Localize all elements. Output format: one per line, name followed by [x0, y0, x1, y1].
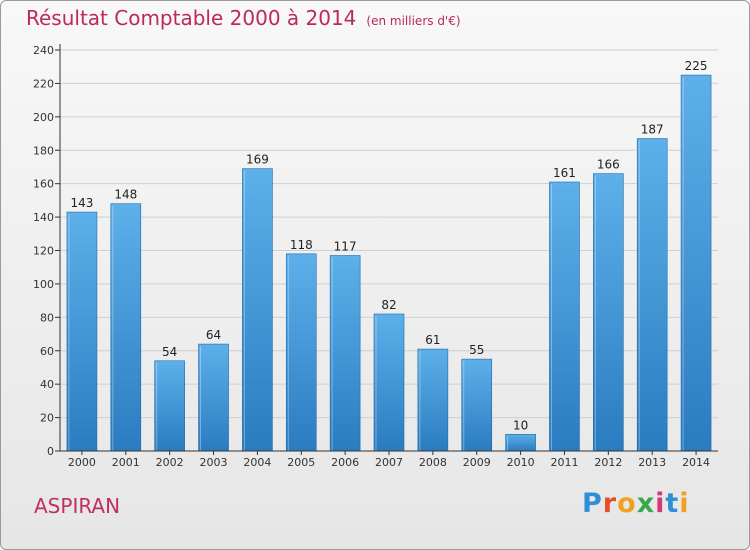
y-tick-label: 40: [40, 378, 54, 391]
x-tick-label-2010: 2010: [507, 456, 535, 469]
x-tick-label-2008: 2008: [419, 456, 447, 469]
proxiti-logo[interactable]: Proxiti: [582, 488, 690, 519]
logo-letter: r: [602, 488, 618, 519]
data-label-2002: 54: [162, 345, 177, 359]
y-tick-label: 20: [40, 412, 54, 425]
chart-title: Résultat Comptable 2000 à 2014 (en millie…: [26, 6, 461, 30]
x-tick-label-2001: 2001: [112, 456, 140, 469]
chart-title-text: Résultat Comptable 2000 à 2014: [26, 6, 357, 30]
chart-unit: (en milliers d'€): [366, 14, 461, 28]
y-tick-label: 200: [33, 111, 54, 124]
x-tick-label-2000: 2000: [68, 456, 96, 469]
bar-2014: [680, 74, 712, 452]
y-tick-label: 240: [33, 44, 54, 57]
logo-letter: x: [636, 488, 656, 519]
logo-letter: i: [679, 488, 690, 519]
y-tick-label: 160: [33, 178, 54, 191]
x-tick-label-2014: 2014: [682, 456, 710, 469]
bar-2009: [461, 358, 493, 452]
x-tick-label-2007: 2007: [375, 456, 403, 469]
bar-2011: [549, 181, 580, 452]
logo-letter: i: [655, 488, 666, 519]
bar-2002: [154, 360, 185, 452]
axes: 0 20 40 60 80 100 120 140 160 180 200 220 240 2000 200…: [33, 44, 718, 469]
bar-2007: [373, 313, 405, 452]
bars: [66, 74, 712, 452]
data-label-2012: 166: [597, 158, 620, 172]
x-tick-label-2011: 2011: [550, 456, 578, 469]
data-label-2013: 187: [641, 123, 664, 137]
data-labels: 143 148 54 64 169 118 117 82 61 55 10 161 166 187 225: [70, 59, 707, 432]
x-tick-label-2009: 2009: [463, 456, 491, 469]
data-label-2006: 117: [334, 240, 357, 254]
x-tick-label-2013: 2013: [638, 456, 666, 469]
x-tick-label-2003: 2003: [200, 456, 228, 469]
data-label-2011: 161: [553, 166, 576, 180]
data-label-2007: 82: [381, 298, 396, 312]
data-label-2014: 225: [685, 59, 708, 73]
data-label-2001: 148: [114, 188, 137, 202]
bar-2010: [505, 433, 536, 452]
bar-2000: [66, 211, 98, 452]
data-label-2004: 169: [246, 153, 269, 167]
y-tick-label: 220: [33, 77, 54, 90]
bar-2012: [593, 173, 624, 452]
y-tick-label: 60: [40, 345, 54, 358]
y-tick-label: 120: [33, 245, 54, 258]
bar-2008: [417, 348, 449, 452]
data-label-2010: 10: [513, 418, 528, 432]
y-tick-label: 80: [40, 311, 54, 324]
y-tick-label: 100: [33, 278, 54, 291]
x-tick-label-2012: 2012: [594, 456, 622, 469]
bar-2004: [242, 168, 273, 452]
bar-2006: [329, 255, 361, 452]
y-tick-label: 140: [33, 211, 54, 224]
x-tick-label-2006: 2006: [331, 456, 359, 469]
logo-letter: P: [582, 488, 603, 519]
logo-letter: t: [665, 488, 680, 519]
y-tick-label: 180: [33, 144, 54, 157]
commune-name: ASPIRAN: [34, 494, 121, 518]
bar-2001: [110, 203, 142, 452]
data-label-2003: 64: [206, 328, 221, 342]
bar-2013: [636, 138, 668, 452]
data-label-2000: 143: [70, 196, 93, 210]
data-label-2008: 61: [425, 333, 440, 347]
data-label-2009: 55: [469, 343, 484, 357]
data-label-2005: 118: [290, 238, 313, 252]
y-tick-label: 0: [47, 445, 54, 458]
bar-2005: [285, 253, 317, 452]
x-tick-label-2002: 2002: [156, 456, 184, 469]
x-tick-label-2005: 2005: [287, 456, 315, 469]
logo-letter: o: [617, 488, 637, 519]
x-tick-label-2004: 2004: [243, 456, 271, 469]
bar-2003: [198, 343, 229, 452]
